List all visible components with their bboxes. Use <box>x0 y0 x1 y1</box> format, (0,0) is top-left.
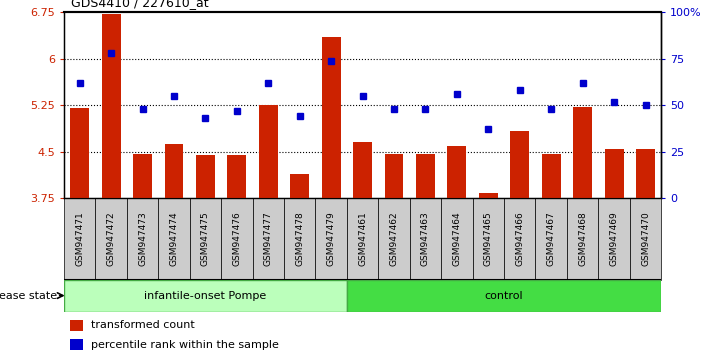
Bar <box>64 198 95 280</box>
Bar <box>252 198 284 280</box>
Bar <box>95 198 127 280</box>
Text: GSM947478: GSM947478 <box>295 212 304 266</box>
Bar <box>70 108 89 198</box>
Bar <box>228 155 246 198</box>
Bar <box>70 339 83 350</box>
Bar <box>70 320 83 331</box>
Text: GSM947475: GSM947475 <box>201 212 210 266</box>
Bar <box>284 198 316 280</box>
Bar <box>347 280 661 312</box>
Bar <box>190 198 221 280</box>
Text: GSM947476: GSM947476 <box>232 212 241 266</box>
Bar <box>290 174 309 198</box>
Text: GSM947470: GSM947470 <box>641 212 650 266</box>
Text: GSM947465: GSM947465 <box>484 212 493 266</box>
Text: GSM947469: GSM947469 <box>609 212 619 266</box>
Bar <box>630 198 661 280</box>
Text: GSM947463: GSM947463 <box>421 212 430 266</box>
Bar <box>504 198 535 280</box>
Bar <box>636 149 655 198</box>
Text: GSM947461: GSM947461 <box>358 212 367 266</box>
Text: GSM947467: GSM947467 <box>547 212 556 266</box>
Bar <box>196 155 215 198</box>
Bar <box>510 131 529 198</box>
Bar <box>127 198 159 280</box>
Text: GSM947462: GSM947462 <box>390 212 399 266</box>
Bar <box>133 154 152 198</box>
Bar <box>385 154 403 198</box>
Text: GSM947477: GSM947477 <box>264 212 273 266</box>
Bar <box>567 198 599 280</box>
Text: GSM947474: GSM947474 <box>169 212 178 266</box>
Bar <box>221 198 252 280</box>
Bar <box>473 198 504 280</box>
Text: percentile rank within the sample: percentile rank within the sample <box>91 339 279 350</box>
Bar <box>447 145 466 198</box>
Bar <box>64 280 347 312</box>
Bar <box>442 198 473 280</box>
Text: GSM947471: GSM947471 <box>75 212 84 266</box>
Bar <box>316 198 347 280</box>
Bar <box>164 144 183 198</box>
Text: control: control <box>485 291 523 301</box>
Bar <box>322 37 341 198</box>
Bar <box>159 198 190 280</box>
Text: transformed count: transformed count <box>91 320 195 330</box>
Bar <box>573 107 592 198</box>
Text: GDS4410 / 227610_at: GDS4410 / 227610_at <box>71 0 209 9</box>
Bar <box>604 149 624 198</box>
Text: GSM947464: GSM947464 <box>452 212 461 266</box>
Bar <box>479 193 498 198</box>
Bar <box>378 198 410 280</box>
Bar <box>599 198 630 280</box>
Bar <box>259 105 278 198</box>
Text: GSM947466: GSM947466 <box>515 212 524 266</box>
Bar <box>102 14 121 198</box>
Text: infantile-onset Pompe: infantile-onset Pompe <box>144 291 267 301</box>
Text: GSM947479: GSM947479 <box>326 212 336 266</box>
Text: GSM947472: GSM947472 <box>107 212 116 266</box>
Text: disease state: disease state <box>0 291 57 301</box>
Text: GSM947473: GSM947473 <box>138 212 147 266</box>
Bar <box>347 198 378 280</box>
Bar <box>353 143 372 198</box>
Bar <box>542 154 561 198</box>
Bar <box>535 198 567 280</box>
Text: GSM947468: GSM947468 <box>578 212 587 266</box>
Bar <box>416 154 435 198</box>
Bar <box>410 198 442 280</box>
